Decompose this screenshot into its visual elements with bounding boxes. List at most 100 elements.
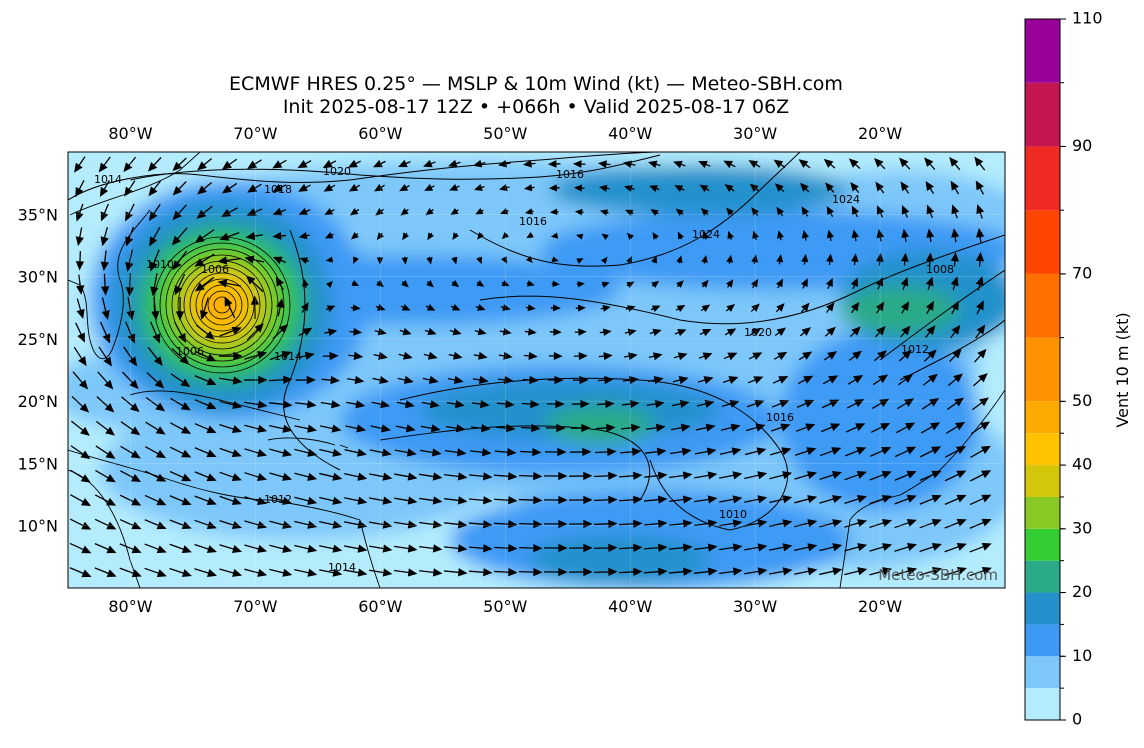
- wind-arrow: [399, 183, 410, 192]
- wind-arrow: [970, 445, 991, 459]
- wind-arrow: [619, 471, 643, 480]
- wind-arrow: [622, 375, 639, 385]
- wind-arrow: [874, 325, 886, 338]
- wind-arrow: [145, 421, 166, 435]
- wind-arrow: [869, 446, 892, 457]
- wind-arrow: [871, 398, 890, 409]
- wind-arrow: [171, 347, 190, 365]
- wind-arrow: [296, 351, 315, 360]
- wind-arrow: [344, 496, 368, 505]
- wind-arrow: [821, 399, 840, 409]
- wind-arrow: [350, 304, 361, 312]
- wind-arrow: [598, 184, 610, 192]
- wind-arrow: [876, 205, 885, 218]
- wind-arrow: [823, 158, 836, 169]
- wind-arrow: [875, 277, 884, 290]
- wind-arrow: [894, 543, 918, 552]
- wind-arrow: [548, 184, 560, 192]
- wind-arrow: [449, 183, 460, 191]
- wind-arrow: [794, 519, 818, 528]
- wind-arrow: [898, 349, 912, 362]
- wind-arrow: [344, 544, 368, 553]
- wind-arrow: [447, 375, 464, 385]
- isobar-label: 1020: [323, 165, 351, 178]
- wind-arrow: [244, 255, 265, 264]
- wind-arrow: [719, 543, 743, 552]
- wind-arrow: [320, 400, 341, 409]
- wind-arrow: [770, 423, 791, 432]
- wind-arrow: [121, 371, 139, 390]
- wind-arrow: [449, 327, 462, 336]
- wind-arrow: [620, 423, 641, 432]
- wind-arrow: [844, 519, 868, 528]
- wind-arrow: [200, 297, 209, 321]
- wind-arrow: [369, 472, 393, 481]
- wind-arrow: [649, 185, 660, 193]
- wind-arrow: [424, 327, 437, 336]
- lon-label-bottom: 40°W: [608, 597, 652, 616]
- colorbar-tick-label: 110: [1072, 9, 1103, 28]
- wind-arrow: [472, 375, 489, 385]
- lon-label-top: 80°W: [108, 124, 152, 143]
- colorbar-band: [1025, 592, 1060, 625]
- wind-arrow: [543, 495, 568, 505]
- wind-arrow: [349, 328, 363, 336]
- wind-arrow: [194, 276, 215, 292]
- isobar-label: 1020: [744, 326, 772, 339]
- wind-arrow: [598, 352, 613, 361]
- wind-arrow: [651, 255, 658, 264]
- wind-arrow: [221, 207, 238, 217]
- wind-arrow: [174, 322, 187, 344]
- colorbar-band: [1025, 465, 1060, 497]
- wind-arrow: [423, 351, 438, 360]
- wind-arrow: [194, 253, 215, 267]
- wind-arrow: [294, 400, 317, 409]
- wind-arrow: [668, 519, 693, 528]
- wind-arrow: [719, 447, 742, 456]
- wind-arrow: [545, 447, 567, 457]
- wind-arrow: [275, 276, 285, 291]
- wind-arrow: [919, 567, 943, 576]
- wind-arrow: [670, 423, 691, 432]
- wind-arrow: [272, 256, 286, 265]
- wind-arrow: [475, 208, 484, 215]
- wind-arrow: [595, 423, 616, 433]
- wind-arrow: [369, 568, 393, 577]
- wind-arrow: [822, 375, 839, 385]
- wind-arrow: [219, 400, 243, 409]
- wind-arrow: [701, 279, 709, 288]
- wind-arrow: [219, 568, 243, 577]
- wind-arrow: [97, 371, 114, 390]
- wind-arrow: [574, 208, 584, 216]
- wind-arrow: [197, 181, 213, 195]
- wind-arrow: [294, 568, 318, 577]
- wind-arrow: [944, 470, 967, 482]
- wind-arrow: [194, 423, 217, 434]
- wind-arrow: [826, 253, 834, 265]
- wind-arrow: [123, 156, 137, 173]
- wind-arrow: [626, 256, 632, 264]
- wind-arrow: [570, 447, 592, 457]
- wind-arrow: [398, 159, 411, 168]
- wind-arrow: [668, 543, 693, 552]
- wind-arrow: [474, 327, 487, 336]
- wind-arrow: [171, 227, 188, 246]
- wind-arrow: [74, 156, 86, 173]
- wind-arrow: [900, 181, 910, 194]
- wind-arrow: [269, 472, 293, 481]
- wind-arrow: [851, 301, 860, 314]
- wind-arrow: [218, 351, 243, 361]
- wind-arrow: [494, 472, 518, 481]
- wind-arrow: [925, 180, 935, 195]
- wind-arrow: [769, 447, 792, 456]
- wind-arrow: [699, 184, 710, 193]
- wind-arrow: [347, 375, 365, 385]
- wind-arrow: [772, 376, 789, 384]
- wind-arrow: [875, 301, 885, 314]
- wind-arrow: [825, 277, 833, 289]
- map-area: 1014 1018 1020 1016 1016 1024 1024 1020 1016 1012…: [68, 152, 1005, 588]
- colorbar-frame: [1024, 18, 1061, 721]
- isobar-label: 1012: [901, 343, 929, 356]
- wind-arrow: [951, 228, 960, 243]
